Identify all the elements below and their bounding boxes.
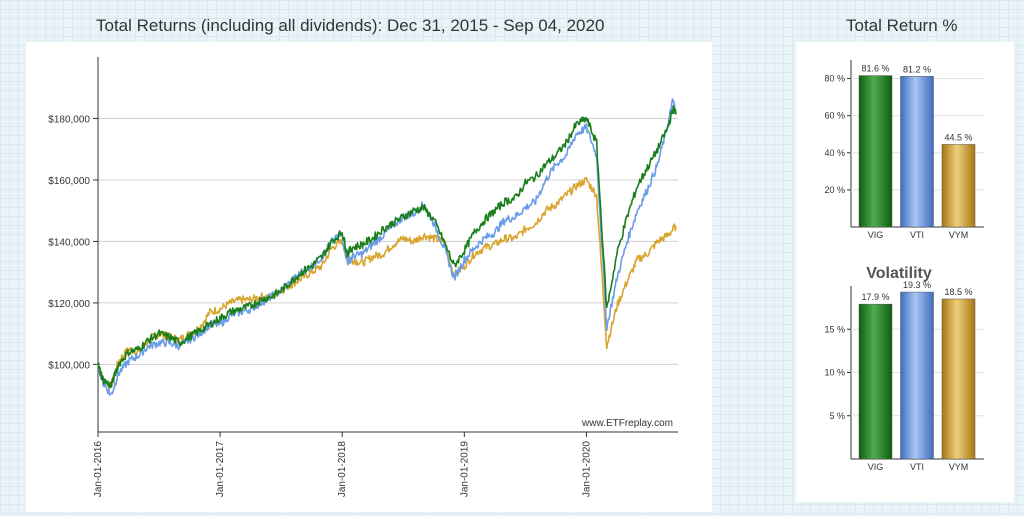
return-chart-y-tick-label: 80 %	[824, 74, 845, 84]
return-chart-category-label: VIG	[868, 230, 884, 240]
return-chart-category-label: VYM	[949, 230, 969, 240]
return-chart-y-tick-label: 60 %	[824, 111, 845, 121]
volatility-chart-value-label: 17.9 %	[861, 292, 889, 302]
volatility-chart-value-label: 18.5 %	[944, 287, 972, 297]
line-chart-panel	[26, 42, 712, 512]
y-tick-label: $180,000	[48, 114, 90, 125]
y-tick-label: $140,000	[48, 237, 90, 248]
y-tick-label: $120,000	[48, 299, 90, 310]
return-chart-bar-vym	[941, 144, 976, 228]
x-tick-label: Jan-01-2018	[337, 441, 348, 498]
return-chart-bar-vti	[900, 76, 934, 228]
total-return-title: Total Return %	[846, 16, 958, 35]
series-line-vym	[97, 176, 677, 390]
volatility-chart-category-label: VIG	[868, 462, 884, 472]
volatility-chart-y-tick-label: 15 %	[824, 324, 845, 334]
volatility-chart-category-label: VTI	[910, 462, 924, 472]
x-tick-label: Jan-01-2020	[581, 441, 592, 498]
x-tick-label: Jan-01-2019	[459, 441, 470, 498]
return-chart-category-label: VTI	[910, 230, 924, 240]
volatility-title: Volatility	[866, 265, 932, 282]
volatility-chart-bar-vym	[941, 298, 976, 460]
series-line-vig	[97, 105, 677, 389]
main-chart-title: Total Returns (including all dividends):…	[96, 16, 605, 35]
return-chart-value-label: 44.5 %	[944, 132, 972, 142]
volatility-chart-value-label: 19.3 %	[903, 280, 931, 290]
return-chart-y-tick-label: 20 %	[824, 185, 845, 195]
return-chart-y-tick-label: 40 %	[824, 148, 845, 158]
x-tick-label: Jan-01-2016	[93, 441, 104, 498]
volatility-chart-category-label: VYM	[949, 462, 969, 472]
y-tick-label: $160,000	[48, 176, 90, 187]
x-tick-label: Jan-01-2017	[215, 441, 226, 498]
volatility-chart-y-tick-label: 10 %	[824, 368, 845, 378]
return-chart-bar-vig	[858, 75, 893, 228]
volatility-chart-bar-vig	[858, 303, 893, 460]
return-chart-value-label: 81.6 %	[861, 64, 889, 74]
return-chart-value-label: 81.2 %	[903, 64, 931, 74]
volatility-chart-bar-vti	[900, 291, 934, 460]
watermark: www.ETFreplay.com	[581, 418, 673, 429]
volatility-chart-y-tick-label: 5 %	[829, 411, 845, 421]
y-tick-label: $100,000	[48, 360, 90, 371]
